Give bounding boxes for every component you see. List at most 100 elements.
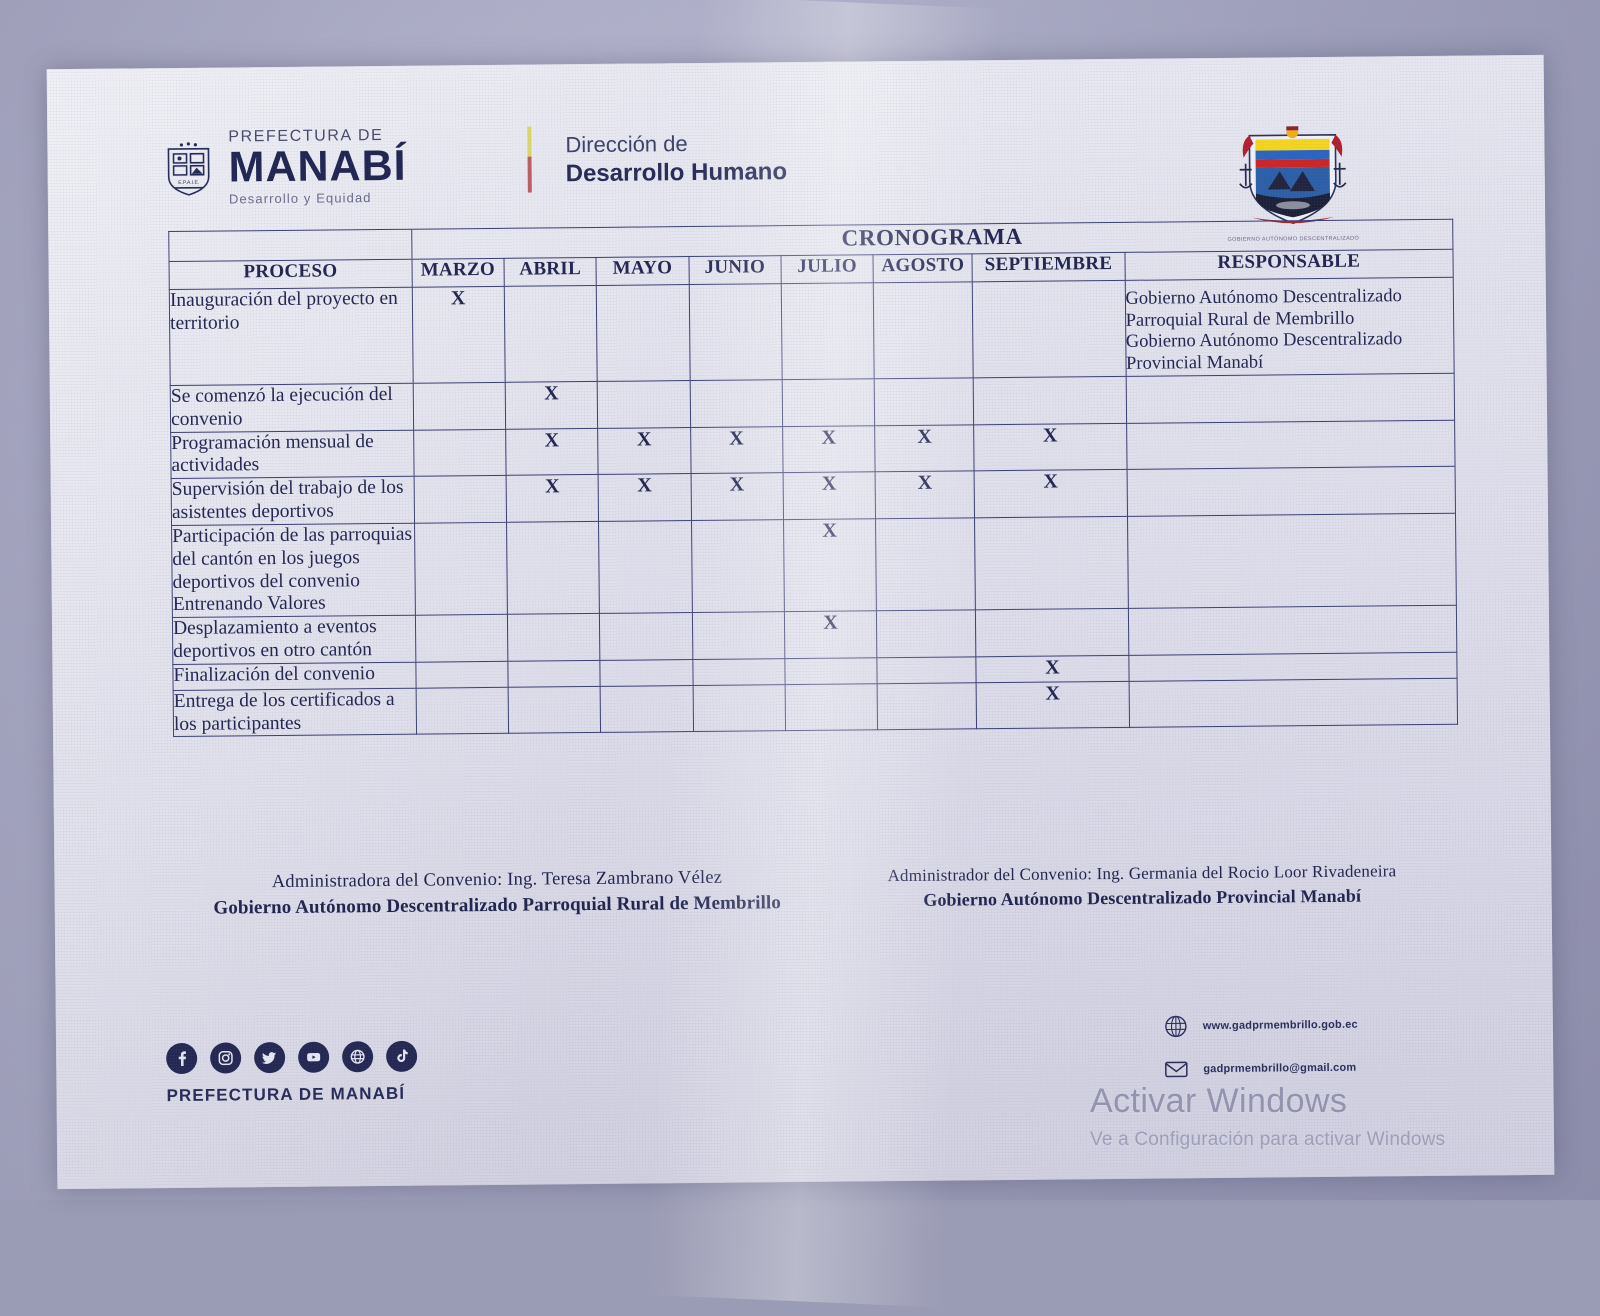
website-text: www.gadprmembrillo.gob.ec: [1202, 1018, 1358, 1033]
column-header-responsable: RESPONSABLE: [1124, 249, 1454, 281]
process-cell: Supervisión del trabajo de los asistente…: [171, 476, 415, 526]
responsable-cell-empty: [1126, 466, 1456, 517]
month-cell-empty: [507, 613, 601, 662]
month-cell-empty: [504, 285, 598, 383]
month-cell-empty: [692, 658, 785, 686]
column-header-agosto: AGOSTO: [873, 253, 973, 283]
month-cell-marked: X: [411, 286, 506, 384]
month-cell-empty: [874, 377, 974, 426]
table-row: Participación de las parroquias del cant…: [171, 513, 1457, 618]
month-cell-empty: [415, 661, 509, 688]
month-cell-empty: [691, 519, 785, 613]
month-cell-empty: [877, 682, 977, 731]
brand-tagline: Desarrollo y Equidad: [228, 190, 372, 207]
month-cell-empty: [692, 684, 786, 732]
month-cell-empty: [691, 611, 785, 660]
column-header-proceso: PROCESO: [169, 259, 412, 290]
month-cell-marked: X: [875, 471, 975, 519]
month-cell-marked: X: [505, 428, 599, 476]
column-header-septiembre: SEPTIEMBRE: [972, 252, 1125, 282]
process-cell: Finalización del convenio: [172, 661, 416, 691]
month-cell-marked: X: [783, 518, 877, 612]
signature-block: Administradora del Convenio: Ing. Teresa…: [174, 861, 1464, 920]
month-cell-empty: [975, 608, 1129, 657]
month-cell-empty: [507, 660, 601, 688]
footer-brand-label: PREFECTURA DE MANABÍ: [166, 1083, 406, 1106]
month-cell-marked: X: [874, 424, 975, 473]
title-row-spacer: [168, 229, 412, 262]
email-row[interactable]: gadprmembrillo@gmail.com: [1163, 1054, 1453, 1083]
month-cell-empty: [974, 516, 1128, 610]
month-cell-empty: [506, 521, 600, 615]
globe-icon[interactable]: [342, 1041, 374, 1073]
department-line-2: Desarrollo Humano: [565, 157, 788, 188]
month-cell-marked: X: [973, 422, 1127, 472]
document-page: E.P.A.I.E. PREFECTURA DE MANABÍ Desarrol…: [46, 0, 1555, 1308]
cronograma-table-container: CRONOGRAMA PROCESO MARZO ABRIL MAYO JUNI…: [168, 219, 1458, 738]
month-cell-marked: X: [505, 381, 598, 429]
process-cell: Entrega de los certificados a los partic…: [173, 687, 417, 737]
twitter-icon[interactable]: [254, 1041, 286, 1074]
month-cell-marked: X: [597, 427, 691, 475]
month-cell-empty: [877, 656, 977, 684]
website-row[interactable]: www.gadprmembrillo.gob.ec: [1163, 1011, 1453, 1040]
department-line-1: Dirección de: [565, 131, 688, 158]
month-cell-marked: X: [782, 425, 876, 473]
tiktok-icon[interactable]: [386, 1040, 418, 1072]
month-cell-marked: X: [784, 610, 878, 659]
envelope-icon: [1163, 1056, 1189, 1082]
month-cell-marked: X: [506, 474, 599, 523]
month-cell-marked: X: [976, 655, 1129, 683]
month-cell-marked: X: [690, 426, 783, 474]
month-cell-empty: [599, 612, 693, 661]
month-cell-marked: X: [974, 469, 1128, 518]
month-cell-marked: X: [782, 472, 876, 520]
column-header-abril: ABRIL: [503, 257, 597, 287]
prefectura-logo: E.P.A.I.E. PREFECTURA DE MANABÍ Desarrol…: [162, 126, 407, 207]
column-header-mayo: MAYO: [596, 256, 689, 286]
table-row: Inauguración del proyecto en territorio X…: [169, 277, 1455, 386]
responsable-cell-empty: [1127, 605, 1457, 656]
month-cell-empty: [412, 382, 506, 430]
email-text: gadprmembrillo@gmail.com: [1203, 1061, 1357, 1076]
process-cell: Desplazamiento a eventos deportivos en o…: [172, 615, 416, 665]
facebook-icon[interactable]: [166, 1042, 198, 1075]
manabi-crest-icon: E.P.A.I.E.: [162, 139, 215, 197]
month-cell-empty: [873, 281, 974, 379]
responsable-line: Gobierno Autónomo Descentralizado: [1125, 329, 1403, 353]
signature-left: Administradora del Convenio: Ing. Teresa…: [174, 867, 819, 920]
responsable-cell-empty: [1128, 677, 1458, 728]
responsable-line: Parroquial Rural de Membrillo: [1125, 308, 1355, 331]
youtube-icon[interactable]: [298, 1041, 330, 1073]
month-cell-empty: [784, 657, 878, 685]
responsable-cell-empty: [1127, 513, 1457, 609]
process-cell: Se comenzó la ejecución del convenio: [170, 383, 414, 433]
month-cell-empty: [508, 686, 601, 734]
month-cell-empty: [414, 522, 508, 616]
signature-right: Administrador del Convenio: Ing. Germani…: [819, 861, 1464, 914]
column-header-julio: JULIO: [780, 254, 874, 284]
table-body: Inauguración del proyecto en territorio X…: [169, 277, 1458, 737]
instagram-icon[interactable]: [210, 1042, 242, 1074]
month-cell-empty: [784, 683, 878, 732]
process-cell: Participación de las parroquias del cant…: [171, 523, 416, 618]
coat-of-arms-icon: GOBIERNO AUTÓNOMO DESCENTRALIZADO: [1217, 117, 1368, 243]
process-cell: Inauguración del proyecto en territorio: [169, 287, 413, 386]
month-cell-empty: [597, 380, 691, 429]
month-cell-empty: [415, 614, 508, 662]
svg-text:E.P.A.I.E.: E.P.A.I.E.: [178, 180, 199, 186]
footer-contact-block: www.gadprmembrillo.gob.ec gadprmembrillo…: [1163, 1011, 1454, 1100]
month-cell-empty: [415, 687, 509, 735]
globe-icon: [1163, 1013, 1189, 1039]
signature-left-org: Gobierno Autónomo Descentralizado Parroq…: [213, 892, 782, 919]
month-cell-empty: [876, 609, 977, 658]
signature-left-name: Administradora del Convenio: Ing. Teresa…: [271, 867, 723, 893]
month-cell-empty: [875, 517, 976, 611]
column-header-junio: JUNIO: [688, 255, 782, 285]
brand-kicker: PREFECTURA DE: [228, 126, 384, 146]
month-cell-empty: [782, 378, 875, 427]
month-cell-empty: [596, 284, 690, 382]
month-cell-empty: [972, 280, 1126, 378]
footer-social-block: PREFECTURA DE MANABÍ: [166, 1040, 418, 1106]
month-cell-marked: X: [598, 473, 692, 522]
